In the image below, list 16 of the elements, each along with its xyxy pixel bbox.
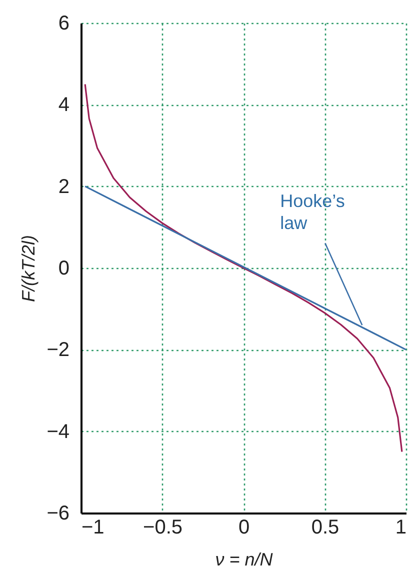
x-tick-label: 0 [238,516,250,538]
y-tick-label: 6 [58,12,70,34]
y-tick-label: 0 [58,258,70,280]
annotation: Hooke’s law [280,191,345,234]
y-tick-label: 4 [58,94,70,116]
line-series [84,83,403,453]
y-axis-title: F/(kT/2l) [18,235,39,302]
y-tick-label: −2 [46,339,70,362]
x-axis-title: ν = n/N [215,550,274,570]
x-tick-label: −0.5 [143,516,182,538]
y-tick-label: 2 [58,176,70,198]
x-tick-label: −1 [82,516,104,538]
x-tick-label: 0.5 [311,516,340,538]
x-tick-label: 1 [395,516,406,538]
y-tick-label: −4 [46,420,70,443]
y-tick-label: −6 [46,502,70,524]
